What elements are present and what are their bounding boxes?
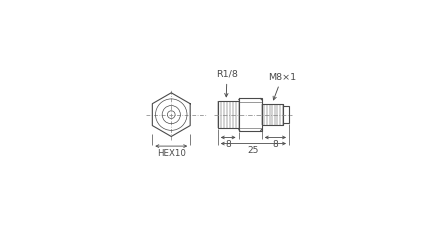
Text: 8: 8 [272,140,278,149]
Bar [283,106,289,123]
Bar [239,98,262,131]
Text: 25: 25 [248,146,259,155]
Bar [262,104,283,125]
Text: M8×1: M8×1 [268,73,296,100]
Text: 8: 8 [225,140,231,149]
Bar [218,101,239,128]
Text: HEX10: HEX10 [157,149,186,158]
Text: R1/8: R1/8 [216,70,238,97]
